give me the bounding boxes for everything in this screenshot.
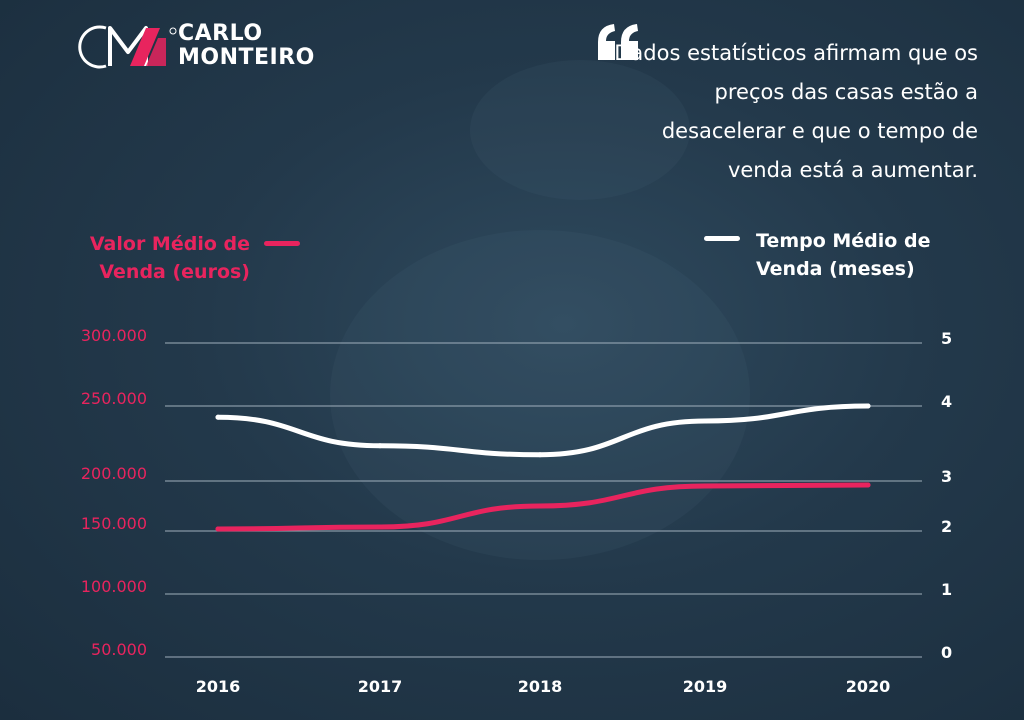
series-1-point-2 [537,452,543,458]
series-line-0 [215,482,871,532]
brand-name-line1: CARLO [178,21,263,46]
series-0-point-4 [865,482,871,488]
series-0-point-3 [702,483,708,489]
legend-left-label-line2: Venda (euros) [99,261,250,283]
legend-right-label-line2: Venda (meses) [756,258,915,280]
y-right-tick-label: 5 [941,329,952,348]
y-right-tick-label: 2 [941,517,952,536]
brand-name-line2: MONTEIRO [178,45,315,70]
x-tick-label: 2020 [846,677,891,696]
series-1-point-0 [215,414,221,420]
legend-left-swatch [264,241,300,246]
series-1-point-3 [702,418,708,424]
y-left-tick-label: 100.000 [81,577,147,596]
legend-right: Tempo Médio de Venda (meses) [756,227,956,283]
x-tick-label: 2017 [358,677,403,696]
y-right-tick-label: 1 [941,580,952,599]
y-right-tick-label: 4 [941,392,952,411]
background-shape [470,60,690,200]
legend-left: Valor Médio de Venda (euros) [68,230,250,286]
x-tick-label: 2018 [518,677,563,696]
legend-right-swatch [704,236,740,241]
y-left-tick-label: 50.000 [91,640,147,659]
y-left-tick-label: 300.000 [81,326,147,345]
series-0-point-0 [215,526,221,532]
y-left-tick-label: 200.000 [81,464,147,483]
legend-left-label-line1: Valor Médio de [89,233,250,255]
y-left-tick-label: 150.000 [81,514,147,533]
brand-name: CARLO MONTEIRO [178,22,315,70]
series-0-point-1 [377,524,383,530]
y-right-tick-label: 3 [941,467,952,486]
quote-text: Dados estatísticos afirmam que os preços… [614,41,978,182]
brand-logo [78,25,177,69]
x-tick-label: 2019 [683,677,728,696]
x-tick-label: 2016 [196,677,241,696]
y-left-tick-label: 250.000 [81,389,147,408]
series-line-1 [215,403,871,458]
legend-right-label-line1: Tempo Médio de [756,230,931,252]
series-1-point-1 [377,443,383,449]
series-1-point-4 [865,403,871,409]
quote-icon [598,24,638,60]
y-right-tick-label: 0 [941,643,952,662]
series-0-point-2 [537,503,543,509]
